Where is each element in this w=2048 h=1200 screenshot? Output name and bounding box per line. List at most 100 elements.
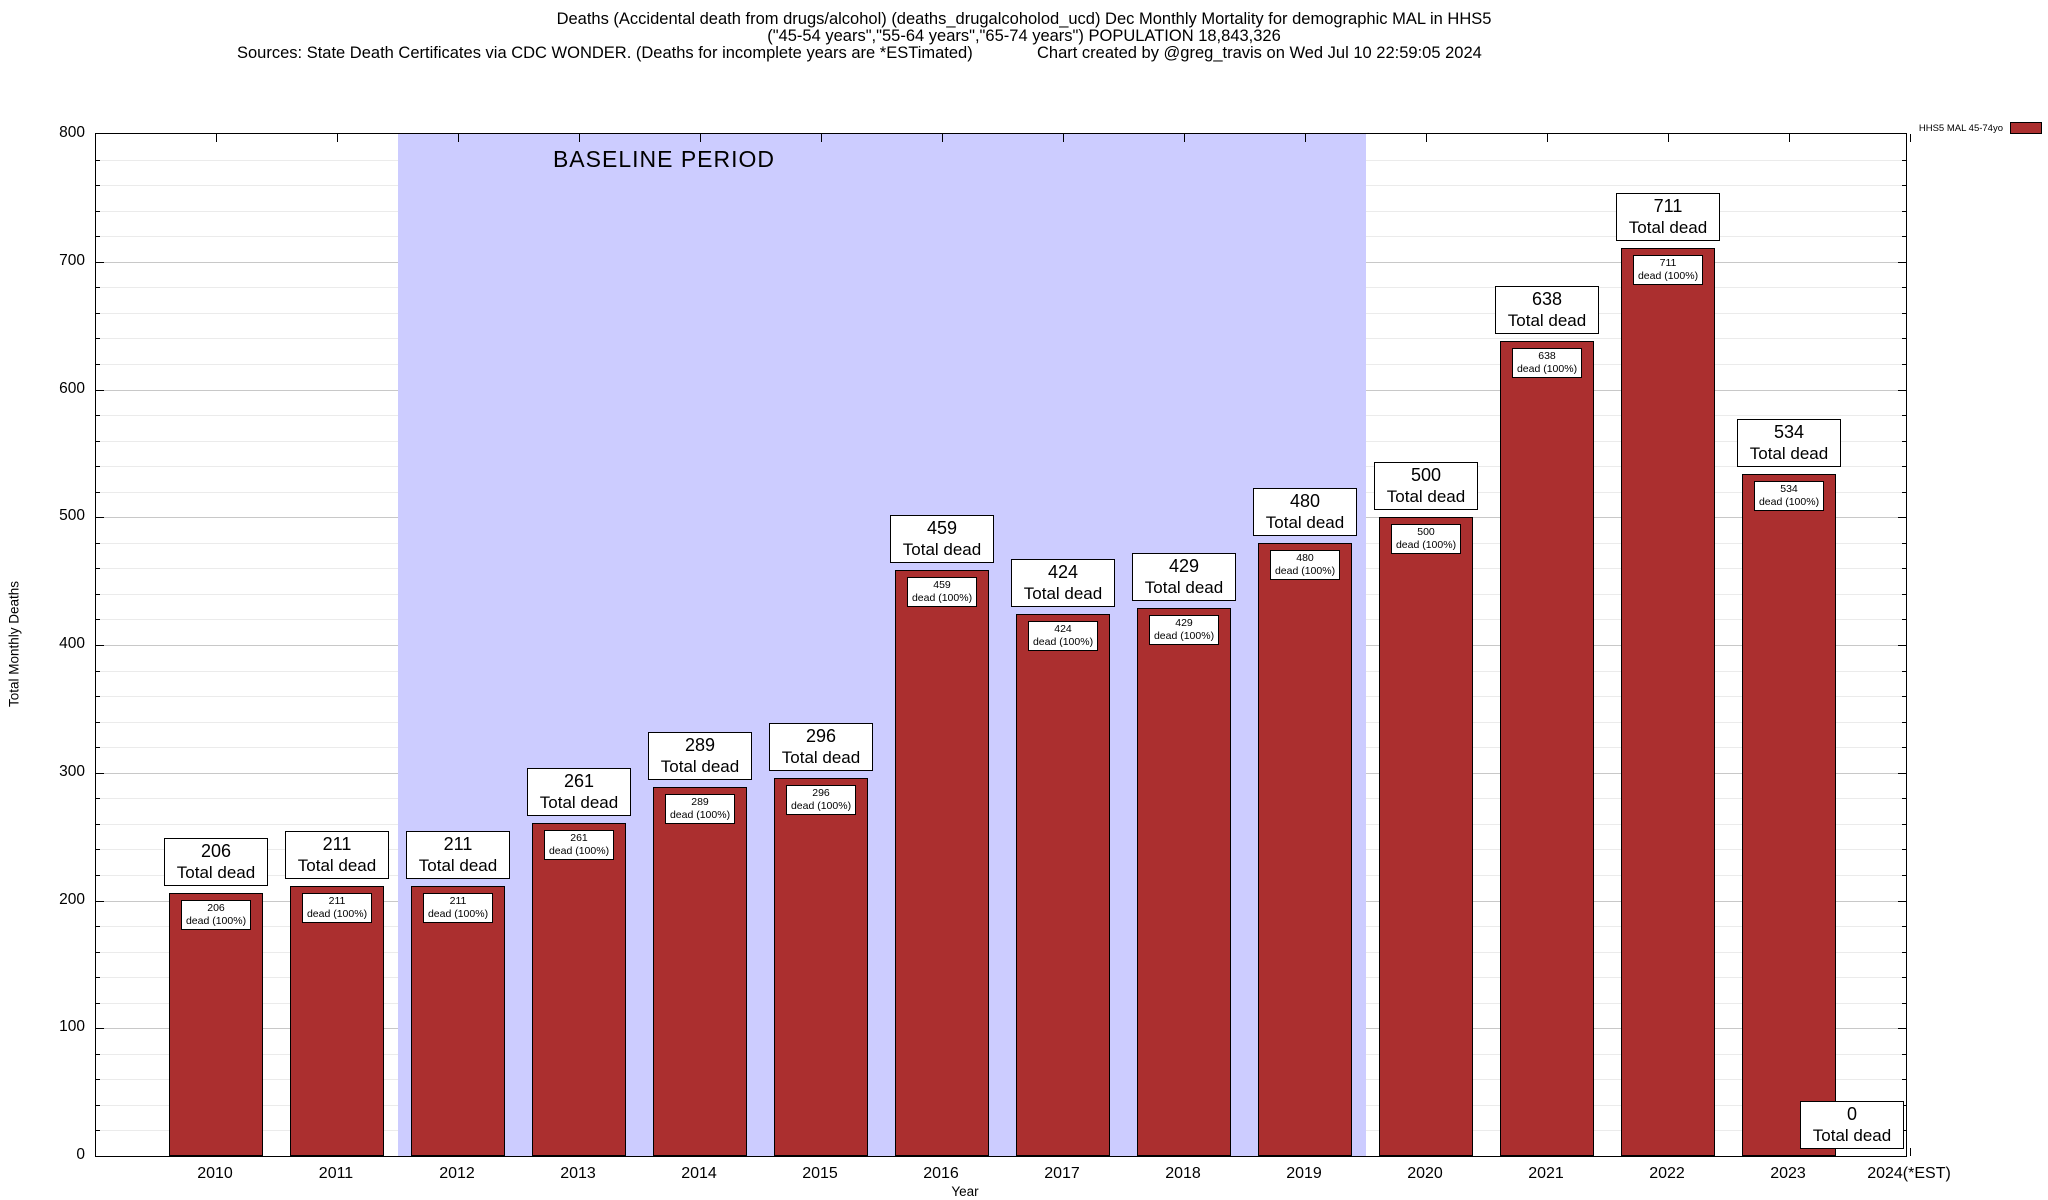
- bar-inner-value: 424: [1054, 623, 1072, 636]
- x-axis-tick-label: 2023: [1770, 1165, 1806, 1182]
- x-tick: [1305, 134, 1306, 142]
- y-tick: [96, 926, 100, 928]
- bar-total-box: 296 Total dead: [769, 722, 873, 771]
- y-tick: [1902, 977, 1906, 979]
- bar: [1258, 542, 1352, 1156]
- y-axis-tick-label: 100: [59, 1018, 85, 1036]
- bar-total-label: Total dead: [539, 792, 619, 812]
- y-tick: [1902, 1104, 1906, 1106]
- bar-total-value: 0: [1846, 1104, 1857, 1124]
- bar-value-box: 261 dead (100%): [544, 829, 614, 860]
- bar-total-value: 289: [684, 734, 716, 755]
- bar-total-box: 711 Total dead: [1616, 192, 1720, 241]
- y-tick: [96, 823, 100, 825]
- y-tick: [96, 542, 100, 544]
- y-tick: [96, 287, 100, 289]
- bar-total-box: 459 Total dead: [890, 514, 994, 563]
- bar-total-label: Total dead: [1749, 443, 1829, 463]
- x-tick: [458, 134, 459, 142]
- bar-total-label: Total dead: [297, 856, 377, 876]
- y-tick: [96, 338, 100, 340]
- y-tick: [1898, 1028, 1906, 1030]
- x-axis-tick-label: 2019: [1286, 1165, 1322, 1182]
- bar-inner-label: dead (100%): [1516, 362, 1578, 375]
- bar: [1379, 517, 1473, 1156]
- credit-note: Chart created by @greg_travis on Wed Jul…: [1037, 44, 1482, 62]
- bar-inner-label: dead (100%): [669, 808, 731, 821]
- bar: [1621, 247, 1715, 1156]
- y-tick: [1902, 823, 1906, 825]
- bar-total-label: Total dead: [176, 862, 256, 882]
- y-axis-tick-label: 400: [59, 635, 85, 652]
- x-tick: [700, 134, 701, 142]
- bar-inner-value: 206: [207, 901, 225, 914]
- y-tick: [96, 900, 104, 902]
- y-tick: [96, 798, 100, 800]
- y-tick: [96, 159, 100, 161]
- y-axis-title: Total Monthly Deaths: [6, 580, 22, 708]
- x-axis-tick-label: 2012: [439, 1165, 475, 1182]
- y-tick: [1898, 389, 1906, 391]
- y-tick: [96, 466, 100, 468]
- x-tick: [821, 134, 822, 142]
- bar-value-box: 211 dead (100%): [423, 893, 493, 924]
- x-tick: [942, 134, 943, 142]
- bar-total-box: 500 Total dead: [1374, 462, 1478, 511]
- y-tick: [1902, 926, 1906, 928]
- y-tick: [1902, 670, 1906, 672]
- bar-total-value: 261: [563, 770, 595, 791]
- y-tick: [96, 1130, 100, 1132]
- x-axis-title: Year: [951, 1184, 979, 1199]
- bar-total-box: 206 Total dead: [164, 837, 268, 886]
- x-tick: [579, 134, 580, 142]
- x-axis-tick-label: 2015: [802, 1165, 838, 1182]
- bar: [411, 886, 505, 1156]
- y-tick: [96, 1028, 104, 1030]
- bar-inner-value: 296: [812, 786, 830, 799]
- bar-value-box: 289 dead (100%): [665, 793, 735, 824]
- y-tick: [1902, 593, 1906, 595]
- bar-total-label: Total dead: [1628, 217, 1708, 237]
- x-axis-tick-label: 2022: [1649, 1165, 1685, 1182]
- bar-total-value: 500: [1410, 465, 1442, 486]
- bar: [1742, 473, 1836, 1156]
- y-tick: [96, 517, 104, 519]
- bar-inner-label: dead (100%): [427, 908, 489, 921]
- bar: [1016, 614, 1110, 1156]
- y-axis-tick-label: 300: [59, 762, 85, 780]
- x-tick: [1668, 134, 1669, 142]
- y-tick: [1902, 1079, 1906, 1081]
- y-tick: [96, 363, 100, 365]
- y-tick: [1902, 951, 1906, 953]
- plot-area: BASELINE PERIOD 206 dead (100%) 206 Total de…: [95, 133, 1911, 1157]
- y-tick: [1902, 1002, 1906, 1004]
- bar: [169, 892, 263, 1156]
- bar-total-value: 424: [1047, 562, 1079, 583]
- bar-inner-label: dead (100%): [1395, 539, 1457, 552]
- y-tick: [96, 1002, 100, 1004]
- y-tick: [1902, 542, 1906, 544]
- x-tick: [216, 134, 217, 142]
- y-tick: [1902, 619, 1906, 621]
- y-tick: [96, 849, 100, 851]
- y-tick: [1902, 287, 1906, 289]
- bar-total-label: Total dead: [1507, 310, 1587, 330]
- y-tick: [96, 312, 100, 314]
- bar-total-value: 211: [322, 834, 352, 855]
- bar-total-box: 0 Total dead: [1800, 1101, 1904, 1149]
- bar-value-box: 480 dead (100%): [1270, 549, 1340, 580]
- bar-total-box: 534 Total dead: [1737, 418, 1841, 467]
- x-tick: [1426, 134, 1427, 142]
- bar-total-label: Total dead: [418, 856, 498, 876]
- chart-title: Deaths (Accidental death from drugs/alco…: [556, 10, 1492, 28]
- bar-inner-label: dead (100%): [790, 799, 852, 812]
- bar-inner-value: 211: [328, 895, 346, 908]
- y-axis-tick-label: 700: [59, 251, 85, 269]
- y-tick: [96, 772, 104, 774]
- bar-value-box: 424 dead (100%): [1028, 621, 1098, 652]
- bar-total-box: 429 Total dead: [1132, 552, 1236, 601]
- bar-total-box: 289 Total dead: [648, 731, 752, 780]
- bar-inner-value: 711: [1659, 256, 1677, 269]
- bar-inner-value: 480: [1296, 551, 1314, 564]
